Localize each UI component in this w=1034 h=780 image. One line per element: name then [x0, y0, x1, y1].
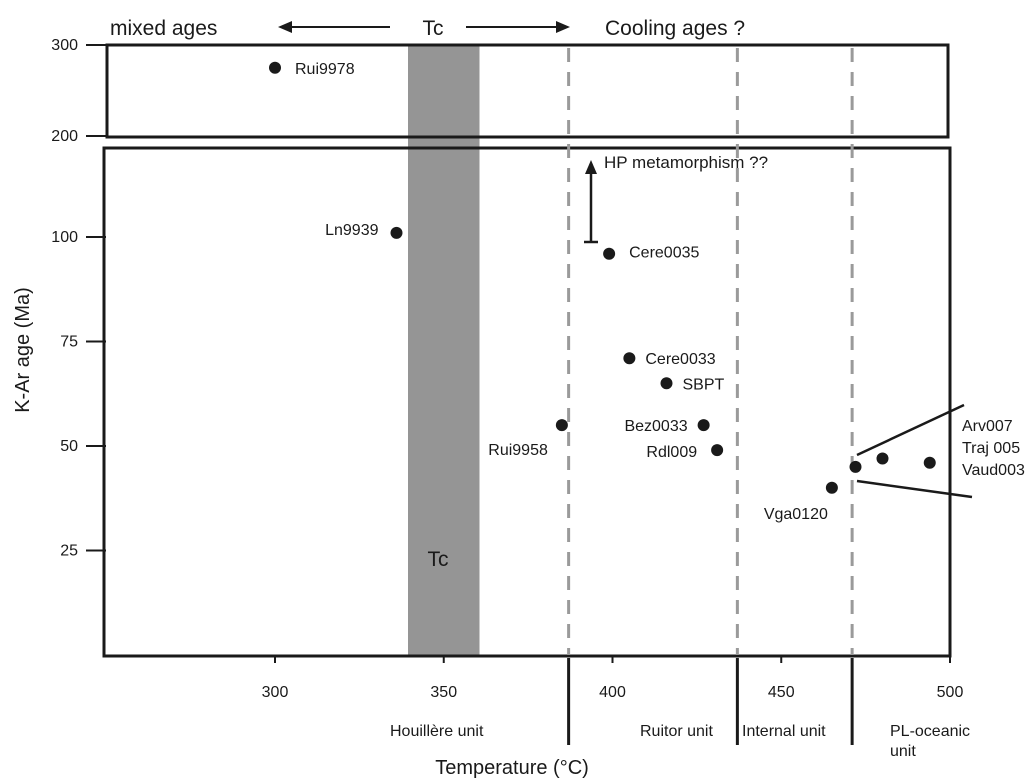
data-point-bez0033	[697, 419, 710, 432]
mixed-ages-label: mixed ages	[110, 17, 217, 40]
unit-boundaries	[567, 48, 854, 745]
y-tick-label-50: 50	[60, 438, 78, 455]
data-point-9	[849, 460, 862, 473]
lower-panel-frame	[102, 146, 952, 658]
y-tick-label-25: 25	[60, 543, 78, 560]
data-points: Rui9978 Ln9939 Cere0035 Cere0033 SBPT Rui9958…	[269, 61, 936, 523]
data-point-cere0035	[603, 247, 616, 260]
x-axis-ticks: 300 350 400 450 500	[262, 656, 964, 701]
data-point-sbpt	[660, 377, 673, 390]
data-point-rui9978	[269, 61, 281, 74]
point-label-sbpt: SBPT	[683, 376, 725, 393]
x-tick-label-400: 400	[599, 684, 626, 701]
y-tick-label-300: 300	[51, 37, 78, 54]
point-label-rui9958: Rui9958	[488, 442, 548, 459]
group-bracket	[856, 403, 973, 499]
right-arrow	[466, 21, 570, 33]
tc-band-label: Tc	[428, 548, 449, 571]
point-label-cere0035: Cere0035	[629, 245, 699, 262]
x-tick-label-500: 500	[937, 684, 964, 701]
data-point-rdl009	[711, 444, 724, 457]
data-point-rui9958	[555, 419, 568, 432]
unit-label-pl-oceanic: PL-oceanic unit	[890, 723, 975, 760]
data-point-vga0120	[825, 481, 838, 494]
data-point-ln9939	[390, 226, 403, 239]
x-axis-title: Temperature (°C)	[435, 757, 589, 779]
point-label-rui9978: Rui9978	[295, 61, 355, 78]
y-tick-label-75: 75	[60, 334, 78, 351]
point-label-cere0033: Cere0033	[645, 351, 715, 368]
point-label-rdl009: Rdl009	[646, 444, 697, 461]
data-point-11	[923, 456, 936, 469]
x-tick-label-350: 350	[430, 684, 457, 701]
unit-label-houillere: Houillère unit	[390, 723, 484, 740]
data-point-10	[876, 452, 889, 465]
point-label-bez0033: Bez0033	[624, 418, 687, 435]
data-point-cere0033	[623, 352, 636, 365]
left-arrow	[278, 21, 390, 33]
point-label-vga0120: Vga0120	[764, 506, 828, 523]
y-tick-label-100: 100	[51, 229, 78, 246]
y-axis-ticks: 25 50 75 100 200 300	[51, 37, 106, 560]
unit-label-internal: Internal unit	[742, 723, 826, 740]
tc-top-label: Tc	[423, 17, 444, 40]
point-label-ln9939: Ln9939	[325, 222, 378, 239]
hp-metamorphism-arrow	[584, 160, 598, 244]
hp-metamorphism-label: HP metamorphism ??	[604, 153, 768, 172]
grouped-label-arv007: Arv007	[962, 418, 1013, 435]
grouped-label-traj005: Traj 005	[962, 440, 1020, 457]
upper-panel-frame	[105, 43, 950, 139]
y-axis-title: K-Ar age (Ma)	[12, 287, 34, 413]
x-tick-label-450: 450	[768, 684, 795, 701]
unit-label-ruitor: Ruitor unit	[640, 723, 713, 740]
cooling-ages-label: Cooling ages ?	[605, 17, 745, 40]
grouped-label-vaud003: Vaud003	[962, 462, 1025, 479]
x-tick-label-300: 300	[262, 684, 289, 701]
y-tick-label-200: 200	[51, 128, 78, 145]
